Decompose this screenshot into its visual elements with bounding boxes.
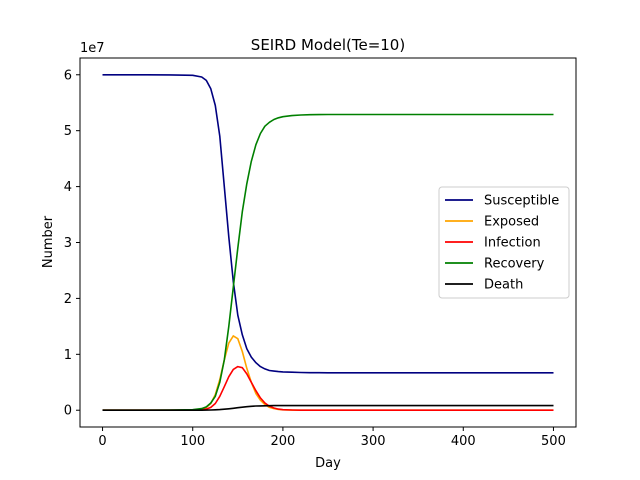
series-lines bbox=[102, 74, 554, 411]
y-tick-label: 3 bbox=[64, 236, 72, 251]
y-axis-label: Number bbox=[41, 215, 56, 268]
y-tick-label: 1 bbox=[64, 348, 72, 363]
series-line-recovery bbox=[102, 113, 554, 411]
y-tick-label: 0 bbox=[64, 404, 72, 419]
y-tick-label: 6 bbox=[64, 68, 72, 83]
x-axis-ticks: 0 100 200 300 400 500 bbox=[98, 427, 566, 449]
x-axis-label: Day bbox=[315, 456, 341, 471]
y-axis-ticks: 0 1 2 3 4 5 6 bbox=[64, 68, 80, 419]
legend-label-death: Death bbox=[484, 278, 523, 293]
legend: Susceptible Exposed Infection Recovery Death bbox=[438, 186, 570, 299]
y-axis-offset-label: 1e7 bbox=[80, 41, 105, 56]
x-tick-label: 400 bbox=[451, 434, 476, 449]
x-tick-label: 200 bbox=[270, 434, 295, 449]
x-tick-label: 500 bbox=[541, 434, 566, 449]
x-tick-label: 300 bbox=[361, 434, 386, 449]
x-tick-label: 0 bbox=[98, 434, 106, 449]
legend-label-infection: Infection bbox=[484, 236, 541, 251]
y-tick-label: 4 bbox=[64, 180, 72, 195]
x-tick-label: 100 bbox=[180, 434, 205, 449]
legend-label-exposed: Exposed bbox=[484, 215, 539, 230]
legend-label-susceptible: Susceptible bbox=[484, 194, 559, 209]
chart-title: SEIRD Model(Te=10) bbox=[251, 36, 405, 54]
y-tick-label: 2 bbox=[64, 292, 72, 307]
legend-box bbox=[438, 186, 570, 299]
legend-label-recovery: Recovery bbox=[484, 257, 545, 272]
series-line-susceptible bbox=[102, 74, 554, 374]
y-tick-label: 5 bbox=[64, 124, 72, 139]
series-line-death bbox=[102, 404, 554, 411]
